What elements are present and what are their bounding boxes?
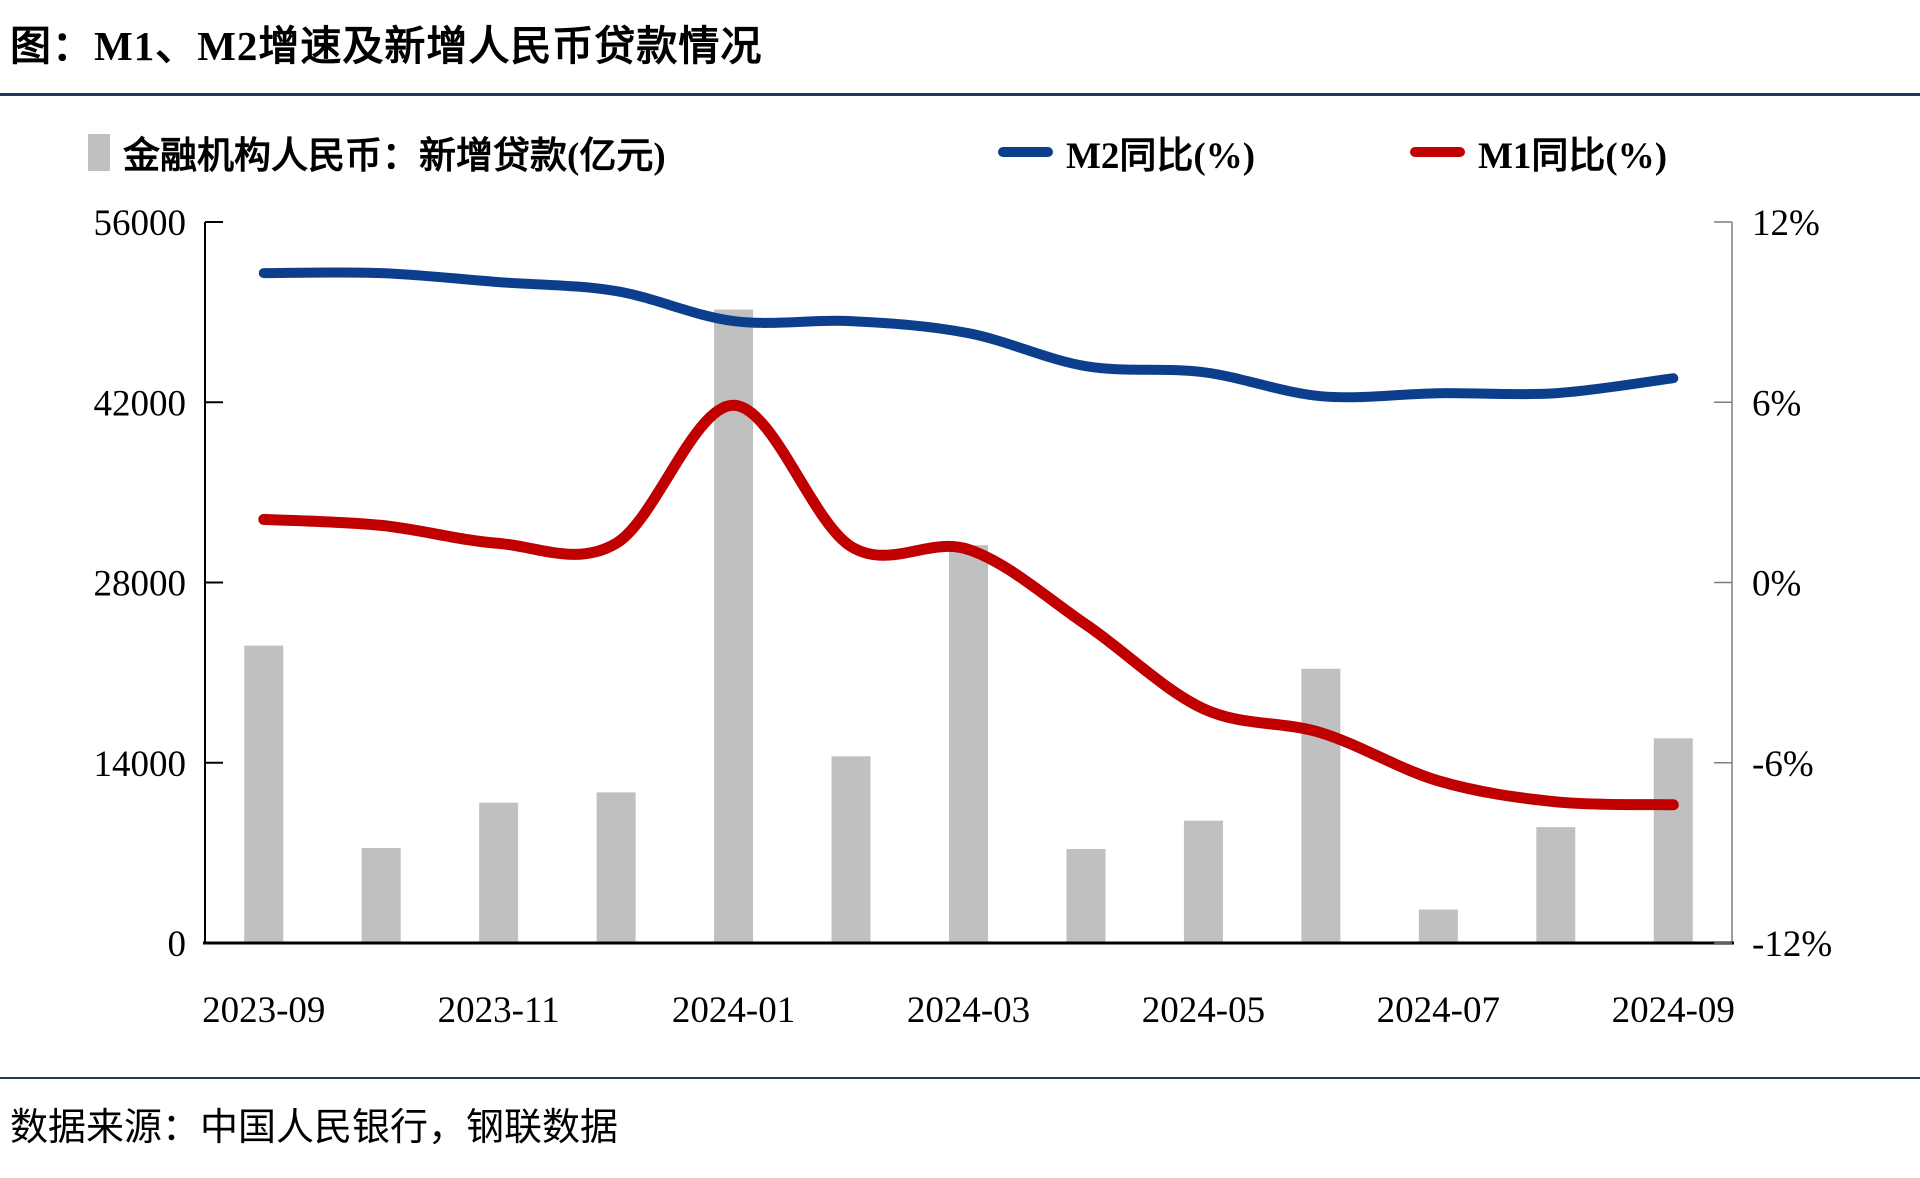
m2-line xyxy=(258,267,1679,403)
right-axis-tick-label: -12% xyxy=(1752,924,1832,965)
left-axis-tick-label: 56000 xyxy=(94,203,187,244)
loan-bar xyxy=(831,756,871,943)
loan-bar xyxy=(479,802,519,943)
x-axis-tick-label: 2023-11 xyxy=(438,990,560,1031)
loan-bar xyxy=(1653,738,1693,943)
x-axis-tick-label: 2024-03 xyxy=(907,990,1030,1031)
legend-item-m1: M1同比(%) xyxy=(1410,127,1667,177)
x-axis-tick-label: 2023-09 xyxy=(202,990,325,1031)
loan-bar xyxy=(244,645,284,943)
loan-bar xyxy=(596,792,636,943)
loan-bar xyxy=(361,847,401,943)
page-title: 图：M1、M2增速及新增人民币贷款情况 xyxy=(10,23,763,69)
legend-label-m2: M2同比(%) xyxy=(1066,136,1256,177)
x-axis-tick-label: 2024-07 xyxy=(1377,990,1500,1031)
right-axis-tick-label: -6% xyxy=(1752,744,1814,785)
x-axis-tick-label: 2024-01 xyxy=(672,990,795,1031)
loan-bar xyxy=(1183,820,1223,943)
legend-item-loans: 金融机构人民币：新增贷款(亿元) xyxy=(88,127,666,177)
source-note: 数据来源：中国人民银行，钢联数据 xyxy=(10,1107,619,1149)
legend-item-m2: M2同比(%) xyxy=(998,127,1255,177)
right-axis-tick-label: 12% xyxy=(1752,203,1820,244)
right-axis-tick-label: 0% xyxy=(1752,564,1801,605)
m1-line-swatch-icon xyxy=(1410,147,1465,157)
loan-bar xyxy=(1301,668,1341,943)
top-separator xyxy=(0,93,1920,96)
left-axis-tick-label: 28000 xyxy=(94,564,187,605)
m2-line-swatch-icon xyxy=(998,147,1053,157)
x-axis-tick-label: 2024-05 xyxy=(1142,990,1265,1031)
m1-line xyxy=(258,399,1679,811)
loan-bar xyxy=(1418,909,1458,943)
legend-label-loans: 金融机构人民币：新增贷款(亿元) xyxy=(123,136,666,177)
left-axis-tick-label: 42000 xyxy=(94,383,187,424)
loan-bar xyxy=(1536,827,1576,943)
left-axis-tick-label: 0 xyxy=(168,924,187,965)
bottom-separator xyxy=(0,1077,1920,1079)
legend-label-m1: M1同比(%) xyxy=(1478,136,1668,177)
bar-swatch-icon xyxy=(88,133,110,171)
loan-bar xyxy=(1066,849,1106,943)
x-axis-tick-label: 2024-09 xyxy=(1612,990,1735,1031)
left-axis-tick-label: 14000 xyxy=(94,744,187,785)
loan-bar xyxy=(949,545,988,943)
right-axis-tick-label: 6% xyxy=(1752,383,1801,424)
